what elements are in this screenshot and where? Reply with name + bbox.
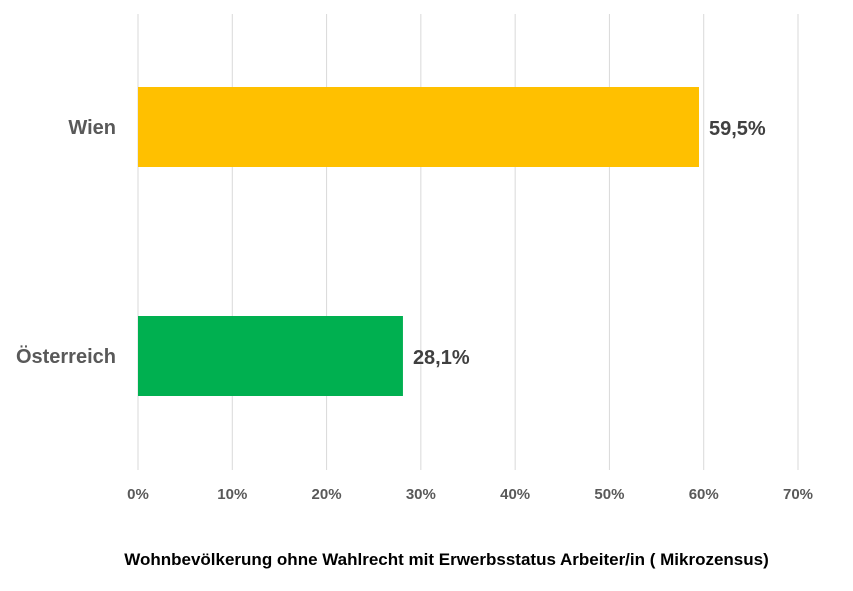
x-tick-label: 10%: [217, 486, 247, 503]
x-tick-label: 60%: [689, 486, 719, 503]
gridlines: [137, 14, 799, 470]
x-tick-label: 50%: [594, 486, 624, 503]
bar: [138, 87, 699, 167]
bar: [138, 316, 403, 396]
x-tick-label: 0%: [127, 486, 149, 503]
x-tick-label: 30%: [406, 486, 436, 503]
bars: [138, 87, 699, 396]
x-axis-title: Wohnbevölkerung ohne Wahlrecht mit Erwer…: [124, 550, 769, 569]
labels: 0% 10% 20% 30% 40% 50% 60% 70% Wien 59,5% Österrei…: [16, 117, 813, 503]
x-tick-label: 20%: [312, 486, 342, 503]
data-label: 59,5%: [709, 118, 766, 140]
category-label: Wien: [68, 117, 116, 139]
data-label: 28,1%: [413, 347, 470, 369]
x-tick-label: 70%: [783, 486, 813, 503]
x-tick-label: 40%: [500, 486, 530, 503]
category-label: Österreich: [16, 345, 116, 368]
